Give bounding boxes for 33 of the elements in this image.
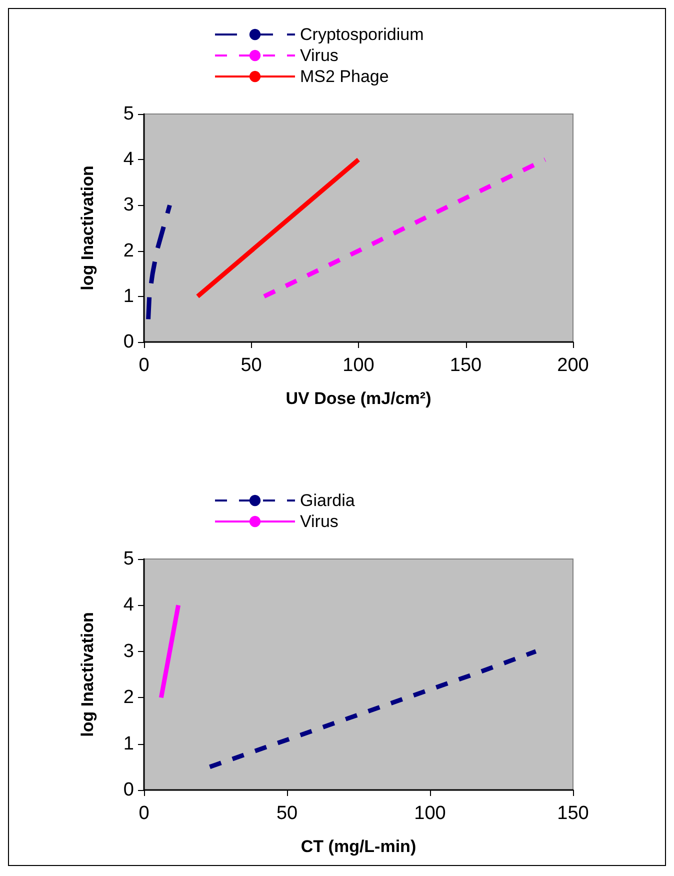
legend-label: Cryptosporidium [300,25,424,44]
x-axis-title: CT (mg/L-min) [300,837,416,856]
y-tick-label: 4 [123,149,134,170]
legend-label: Giardia [300,491,356,510]
y-tick-label: 1 [123,286,134,307]
x-tick-label: 50 [240,355,262,376]
y-tick-label: 2 [123,240,134,262]
x-axis-title: UV Dose (mJ/cm²) [286,389,432,408]
x-tick-label: 50 [276,803,298,824]
y-tick-label: 0 [123,780,134,800]
y-axis-title: log Inactivation [78,166,97,290]
x-tick-label: 100 [342,355,374,376]
legend-label: Virus [300,512,338,531]
y-tick-label: 4 [123,594,134,616]
x-tick-label: 200 [557,355,589,376]
y-tick-label: 3 [123,640,134,662]
y-tick-label: 5 [123,548,134,570]
y-tick-label: 2 [123,687,134,708]
line-series [262,157,548,299]
x-tick-label: 150 [557,803,589,824]
y-tick-label: 1 [123,733,134,754]
y-tick-label: 5 [123,104,134,124]
y-tick-label: 0 [123,332,134,352]
x-tick-label: 100 [414,803,446,824]
x-tick-label: 0 [138,355,150,376]
legend-label: MS2 Phage [300,67,389,86]
y-axis-title: log Inactivation [78,612,97,737]
x-tick-label: 0 [138,803,150,824]
line-series [146,202,172,322]
x-tick-label: 150 [450,355,482,376]
line-series [208,649,538,770]
legend-label: Virus [300,46,338,65]
y-tick-label: 3 [123,194,134,216]
